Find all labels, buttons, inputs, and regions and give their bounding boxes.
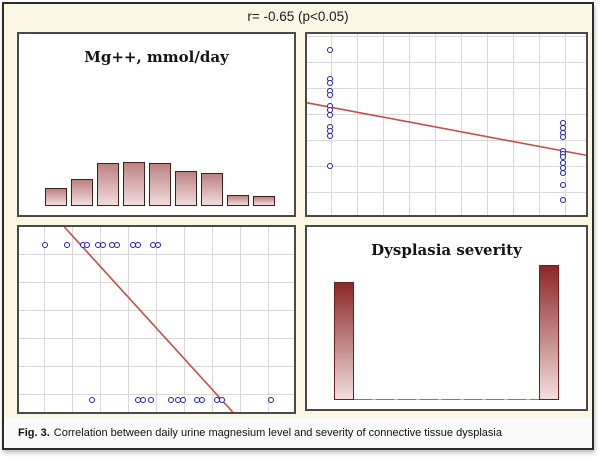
panel-scatter-bottom-left <box>17 225 296 414</box>
data-point <box>326 163 333 170</box>
histogram-baseline <box>354 399 539 400</box>
correlation-header: r= -0.65 (p<0.05) <box>4 4 592 30</box>
correlation-value: r= -0.65 (p<0.05) <box>247 9 349 24</box>
data-point <box>559 154 566 161</box>
histogram-bar <box>227 195 249 206</box>
data-point <box>154 241 161 248</box>
data-point <box>113 241 120 248</box>
regression-line <box>19 227 294 412</box>
data-point <box>559 197 566 204</box>
caption-label: Fig. 3. <box>18 427 50 439</box>
data-point <box>559 170 566 177</box>
data-point <box>326 79 333 86</box>
histogram-bar <box>539 265 559 400</box>
histogram-bar <box>71 179 93 206</box>
histogram-bar <box>334 282 354 400</box>
data-point <box>148 396 155 403</box>
data-point <box>326 133 333 140</box>
histogram-bar <box>201 173 223 206</box>
histogram-bar <box>175 171 197 206</box>
caption-text: Correlation between daily urine magnesiu… <box>53 427 502 439</box>
panel-mg-histogram: Mg++, mmol/day <box>17 32 296 217</box>
data-point <box>267 396 274 403</box>
data-point <box>84 241 91 248</box>
data-point <box>198 396 205 403</box>
data-point <box>63 241 70 248</box>
data-point <box>326 47 333 54</box>
data-point <box>559 181 566 188</box>
data-point <box>99 241 106 248</box>
data-point <box>167 396 174 403</box>
histogram-bar <box>149 163 171 206</box>
data-point <box>218 396 225 403</box>
figure-frame: r= -0.65 (p<0.05) Mg++, mmol/day Dysplas… <box>2 2 594 450</box>
data-point <box>140 396 147 403</box>
panel-severity-histogram: Dysplasia severity <box>305 225 588 411</box>
data-point <box>559 134 566 141</box>
data-point <box>41 241 48 248</box>
data-point <box>89 396 96 403</box>
regression-line <box>307 34 586 215</box>
severity-histogram-title: Dysplasia severity <box>371 241 522 259</box>
mg-histogram-title: Mg++, mmol/day <box>84 48 229 66</box>
mg-histogram-bars <box>45 162 275 206</box>
figure-caption: Fig. 3. Correlation between daily urine m… <box>4 418 592 448</box>
data-point <box>326 91 333 98</box>
panel-scatter-top-right <box>305 32 588 217</box>
data-point <box>326 111 333 118</box>
data-point <box>134 241 141 248</box>
histogram-bar <box>253 196 275 206</box>
histogram-bar <box>97 163 119 206</box>
histogram-bar <box>123 162 145 206</box>
histogram-bar <box>45 188 67 206</box>
data-point <box>180 396 187 403</box>
